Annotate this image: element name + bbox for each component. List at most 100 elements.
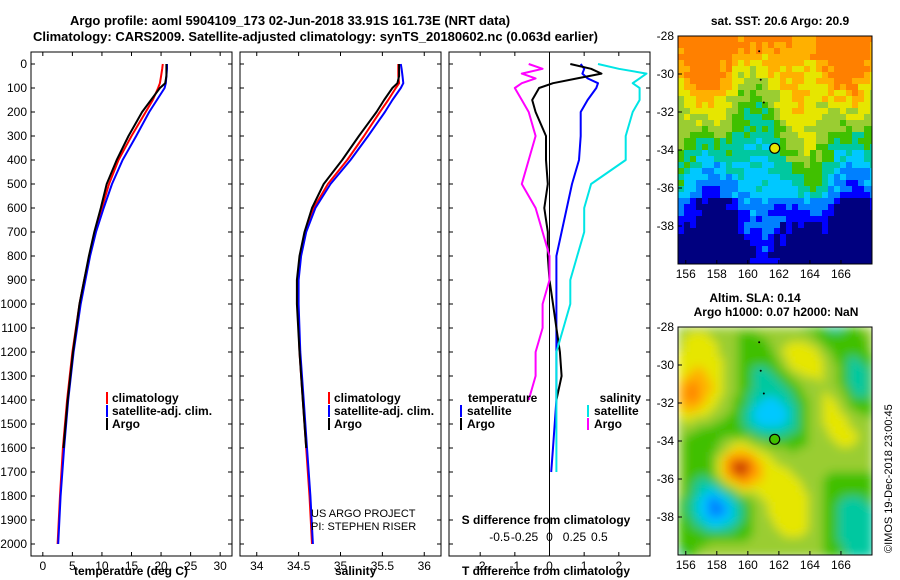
map-cell: [848, 352, 854, 358]
map-cell: [833, 437, 839, 443]
map-cell: [778, 382, 784, 388]
map-cell: [748, 347, 754, 353]
map-cell: [708, 186, 715, 193]
map-cell: [810, 126, 817, 133]
map-cell: [786, 252, 793, 259]
map-cell: [843, 337, 849, 343]
map-cell: [858, 144, 865, 151]
map-cell: [758, 477, 764, 483]
map-cell: [773, 412, 779, 418]
map-cell: [823, 357, 829, 363]
map-cell: [744, 48, 751, 55]
map-cell: [813, 372, 819, 378]
map-cell: [853, 442, 859, 448]
map-cell: [870, 198, 872, 205]
map-cell: [818, 447, 824, 453]
map-cell: [718, 467, 724, 473]
map-cell: [733, 367, 739, 373]
map-cell: [793, 327, 799, 333]
map-cell: [733, 442, 739, 448]
map-cell: [733, 467, 739, 473]
map-cell: [833, 492, 839, 498]
map-cell: [774, 186, 781, 193]
map-cell: [708, 407, 714, 413]
map-cell: [863, 482, 869, 488]
map-cell: [718, 397, 724, 403]
map-cell: [818, 497, 824, 503]
map-cell: [723, 402, 729, 408]
map-cell: [778, 457, 784, 463]
map-cell: [698, 387, 704, 393]
map-cell: [828, 186, 835, 193]
map-cell: [858, 467, 864, 473]
map-cell: [870, 258, 872, 264]
map-cell: [843, 372, 849, 378]
map-cell: [788, 407, 794, 413]
map-cell: [723, 512, 729, 518]
map-cell: [750, 60, 757, 67]
map-cell: [698, 452, 704, 458]
map-cell: [810, 192, 817, 199]
map-cell: [813, 517, 819, 523]
map-cell: [838, 507, 844, 513]
map-cell: [843, 432, 849, 438]
map-cell: [828, 522, 834, 528]
map-cell: [726, 96, 733, 103]
map-cell: [718, 492, 724, 498]
map-cell: [828, 547, 834, 553]
map-cell: [822, 210, 829, 217]
map-cell: [848, 462, 854, 468]
map-cell: [822, 186, 829, 193]
map-cell: [778, 422, 784, 428]
map-cell: [804, 36, 811, 43]
map-cell: [843, 477, 849, 483]
map-cell: [713, 542, 719, 548]
map-cell: [773, 362, 779, 368]
map-cell: [718, 417, 724, 423]
map-cell: [828, 162, 835, 169]
map-cell: [808, 497, 814, 503]
map-cell: [798, 422, 804, 428]
map-cell: [840, 114, 847, 121]
map-cell: [702, 54, 709, 61]
map-cell: [852, 66, 859, 73]
map-cell: [846, 132, 853, 139]
map-cell: [792, 180, 799, 187]
map-cell: [822, 102, 829, 109]
map-cell: [733, 447, 739, 453]
map-cell: [748, 387, 754, 393]
map-cell: [696, 210, 703, 217]
temperature-panel: 0100200300400500600700800900100011001200…: [0, 51, 233, 578]
map-cell: [732, 228, 739, 235]
map-cell: [793, 492, 799, 498]
map-cell: [728, 422, 734, 428]
map-cell: [714, 96, 721, 103]
map-cell: [834, 84, 841, 91]
map-cell: [678, 412, 684, 418]
map-cell: [726, 252, 733, 259]
map-cell: [846, 72, 853, 79]
map-cell: [688, 337, 694, 343]
map-cell: [852, 168, 859, 175]
map-cell: [833, 367, 839, 373]
map-cell: [808, 452, 814, 458]
map-cell: [828, 42, 835, 49]
map-cell: [763, 452, 769, 458]
map-cell: [834, 258, 841, 264]
map-cell: [848, 542, 854, 548]
map-cell: [690, 60, 697, 67]
map-cell: [683, 417, 689, 423]
map-cell: [684, 36, 691, 43]
map-cell: [748, 402, 754, 408]
map-cell: [758, 507, 764, 513]
depth-tick-label: 100: [7, 81, 27, 95]
map-cell: [774, 54, 781, 61]
map-cell: [718, 487, 724, 493]
map-cell: [816, 258, 823, 264]
map-cell: [804, 102, 811, 109]
map-cell: [768, 462, 774, 468]
map-cell: [738, 198, 745, 205]
map-cell: [853, 467, 859, 473]
map-cell: [792, 120, 799, 127]
map-cell: [808, 407, 814, 413]
